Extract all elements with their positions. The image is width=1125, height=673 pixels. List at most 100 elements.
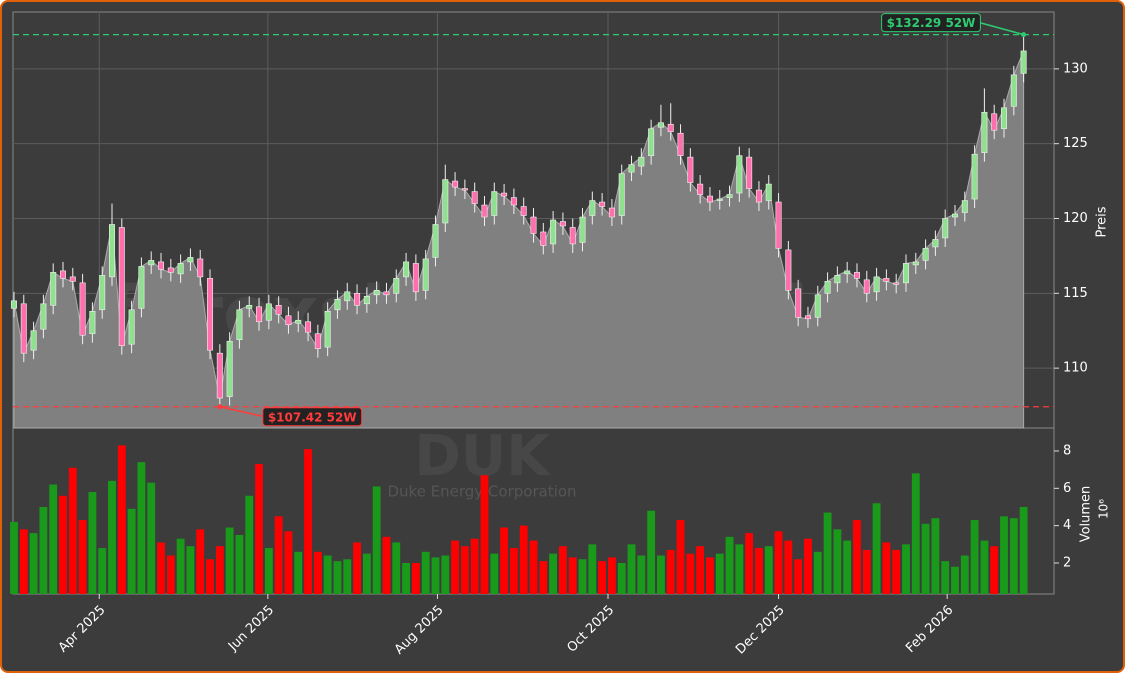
volume-bar bbox=[951, 566, 959, 594]
candle-body bbox=[20, 303, 27, 354]
y2-offset: 10⁶ bbox=[1097, 499, 1111, 519]
y2-tick-label: 4 bbox=[1063, 518, 1071, 533]
candle-body bbox=[736, 155, 743, 194]
volume-bar bbox=[794, 559, 803, 594]
candle-body bbox=[716, 198, 723, 201]
candle-body bbox=[177, 263, 184, 275]
volume-bar bbox=[304, 449, 312, 594]
x-tick-label: Oct 2025 bbox=[564, 603, 617, 656]
volume-bar bbox=[980, 540, 989, 594]
y2-tick-label: 8 bbox=[1063, 443, 1071, 458]
candle-body bbox=[246, 304, 253, 309]
volume-bar bbox=[215, 546, 224, 594]
candle-body bbox=[59, 270, 66, 279]
volume-bar bbox=[59, 495, 67, 594]
volume-bar bbox=[853, 520, 861, 594]
volume-bar bbox=[333, 561, 342, 594]
volume-bar bbox=[588, 544, 597, 594]
candle-body bbox=[452, 180, 459, 188]
candle-body bbox=[295, 319, 302, 324]
candle-body bbox=[608, 207, 615, 218]
candle-body bbox=[971, 153, 978, 200]
candle-body bbox=[412, 263, 419, 293]
candle-body bbox=[648, 128, 655, 156]
volume-bar bbox=[931, 518, 940, 594]
candle-body bbox=[942, 218, 949, 239]
volume-bar bbox=[29, 533, 38, 594]
volume-bar bbox=[460, 546, 469, 594]
volume-bar bbox=[353, 542, 361, 594]
volume-bar bbox=[431, 557, 440, 594]
x-tick-label: Feb 2026 bbox=[903, 603, 956, 656]
candle-body bbox=[138, 266, 145, 309]
candle-body bbox=[30, 330, 37, 351]
volume-bar bbox=[441, 555, 450, 594]
volume-bar bbox=[372, 486, 381, 594]
volume-bar bbox=[323, 555, 332, 594]
annotation-label: $107.42 52W bbox=[268, 410, 357, 424]
volume-bar bbox=[294, 551, 303, 594]
candle-body bbox=[599, 201, 606, 207]
candle-body bbox=[814, 294, 821, 318]
volume-bar bbox=[274, 516, 283, 594]
candle-body bbox=[491, 191, 498, 216]
volume-bar bbox=[264, 548, 273, 594]
volume-bar bbox=[706, 557, 714, 594]
candle-body bbox=[265, 303, 272, 321]
candle-body bbox=[883, 278, 890, 282]
volume-bar bbox=[990, 546, 999, 594]
candle-body bbox=[834, 275, 841, 284]
volume-bar bbox=[500, 527, 509, 594]
volume-bar bbox=[666, 549, 675, 594]
volume-bar bbox=[598, 561, 607, 594]
volume-bar bbox=[382, 536, 391, 594]
candle-body bbox=[118, 227, 125, 346]
volume-bar bbox=[647, 510, 656, 594]
candle-body bbox=[305, 321, 312, 333]
candle-body bbox=[853, 272, 860, 279]
annotation-box bbox=[262, 407, 363, 427]
candle-body bbox=[785, 249, 792, 291]
candle-body bbox=[442, 179, 449, 224]
candle-body bbox=[844, 270, 851, 275]
volume-bar bbox=[88, 492, 97, 594]
candle-body bbox=[10, 300, 17, 309]
y2-tick-label: 2 bbox=[1063, 556, 1071, 571]
extreme-annotation: $132.29 52W bbox=[881, 13, 1027, 38]
volume-bar bbox=[735, 544, 744, 594]
volume-bar bbox=[480, 475, 489, 594]
candle-body bbox=[667, 123, 674, 133]
volume-bar bbox=[911, 473, 920, 594]
volume-bar bbox=[108, 480, 116, 594]
volume-bar bbox=[117, 445, 126, 594]
candle-body bbox=[638, 156, 645, 167]
volume-bar bbox=[166, 555, 175, 594]
volume-bar bbox=[10, 521, 18, 594]
candle-body bbox=[697, 183, 704, 195]
candle-body bbox=[256, 306, 263, 323]
candle-body bbox=[383, 291, 390, 296]
volume-bar bbox=[127, 508, 136, 594]
volume-bar bbox=[313, 551, 322, 594]
volume-bar bbox=[568, 557, 577, 594]
x-tick-label: Dec 2025 bbox=[733, 603, 788, 658]
candle-body bbox=[481, 204, 488, 218]
candle-body bbox=[726, 194, 733, 198]
volume-bar bbox=[617, 563, 626, 594]
candle-body bbox=[393, 278, 400, 294]
candle-body bbox=[961, 200, 968, 213]
volume-bar bbox=[941, 561, 950, 594]
volume-bar bbox=[1019, 506, 1028, 594]
volume-bar bbox=[784, 540, 793, 594]
candle-body bbox=[422, 258, 429, 291]
candle-body bbox=[207, 278, 214, 351]
candle-body bbox=[471, 191, 478, 204]
annotation-box bbox=[881, 13, 981, 33]
candle-body bbox=[373, 290, 380, 296]
volume-bar bbox=[804, 538, 812, 594]
candle-body bbox=[579, 216, 586, 243]
volume-bar bbox=[284, 531, 293, 594]
candle-body bbox=[226, 340, 233, 397]
volume-bar bbox=[490, 553, 499, 594]
candle-body bbox=[932, 239, 939, 248]
